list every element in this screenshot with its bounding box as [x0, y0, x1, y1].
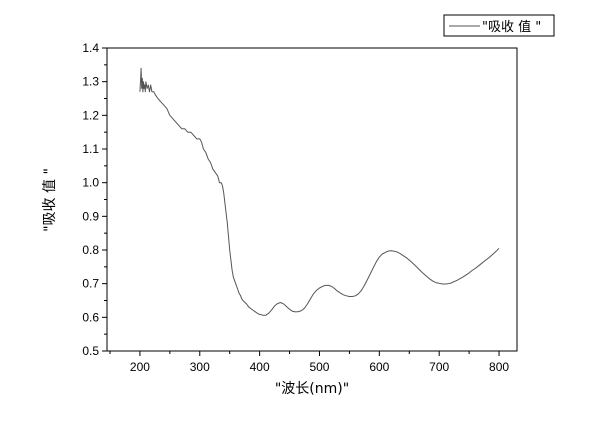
- x-axis-title: "波长(nm)": [275, 381, 349, 397]
- y-axis-title: "吸收 值 ": [42, 168, 58, 232]
- y-tick-label: 1.0: [82, 176, 99, 190]
- x-tick-label: 700: [429, 360, 449, 374]
- x-tick-label: 800: [489, 360, 509, 374]
- y-tick-label: 0.9: [82, 209, 99, 223]
- x-tick-label: 400: [250, 360, 270, 374]
- legend-label: "吸收 值 ": [482, 19, 541, 35]
- x-tick-label: 500: [309, 360, 329, 374]
- plot-frame: [106, 47, 518, 352]
- y-tick-label: 1.4: [82, 41, 99, 55]
- y-tick-label: 0.8: [82, 243, 99, 257]
- series-line-absorbance: [139, 67, 500, 316]
- series-lines: [139, 67, 500, 316]
- y-tick-label: 1.1: [82, 142, 99, 156]
- x-axis-ticks: 200 300 400 500 600 700 800: [109, 351, 509, 374]
- legend-box: [443, 14, 555, 37]
- y-tick-label: 1.3: [82, 75, 99, 89]
- y-tick-label: 0.7: [82, 277, 99, 291]
- y-axis-ticks: 0.5 0.6 0.7 0.8 0.9 1.0 1.1 1.2 1.3 1.4: [82, 41, 107, 358]
- y-tick-label: 0.5: [82, 344, 99, 358]
- x-tick-label: 300: [190, 360, 210, 374]
- y-tick-label: 1.2: [82, 108, 99, 122]
- legend: "吸收 值 ": [443, 14, 555, 37]
- x-tick-label: 600: [369, 360, 389, 374]
- y-tick-label: 0.6: [82, 310, 99, 324]
- x-tick-label: 200: [130, 360, 150, 374]
